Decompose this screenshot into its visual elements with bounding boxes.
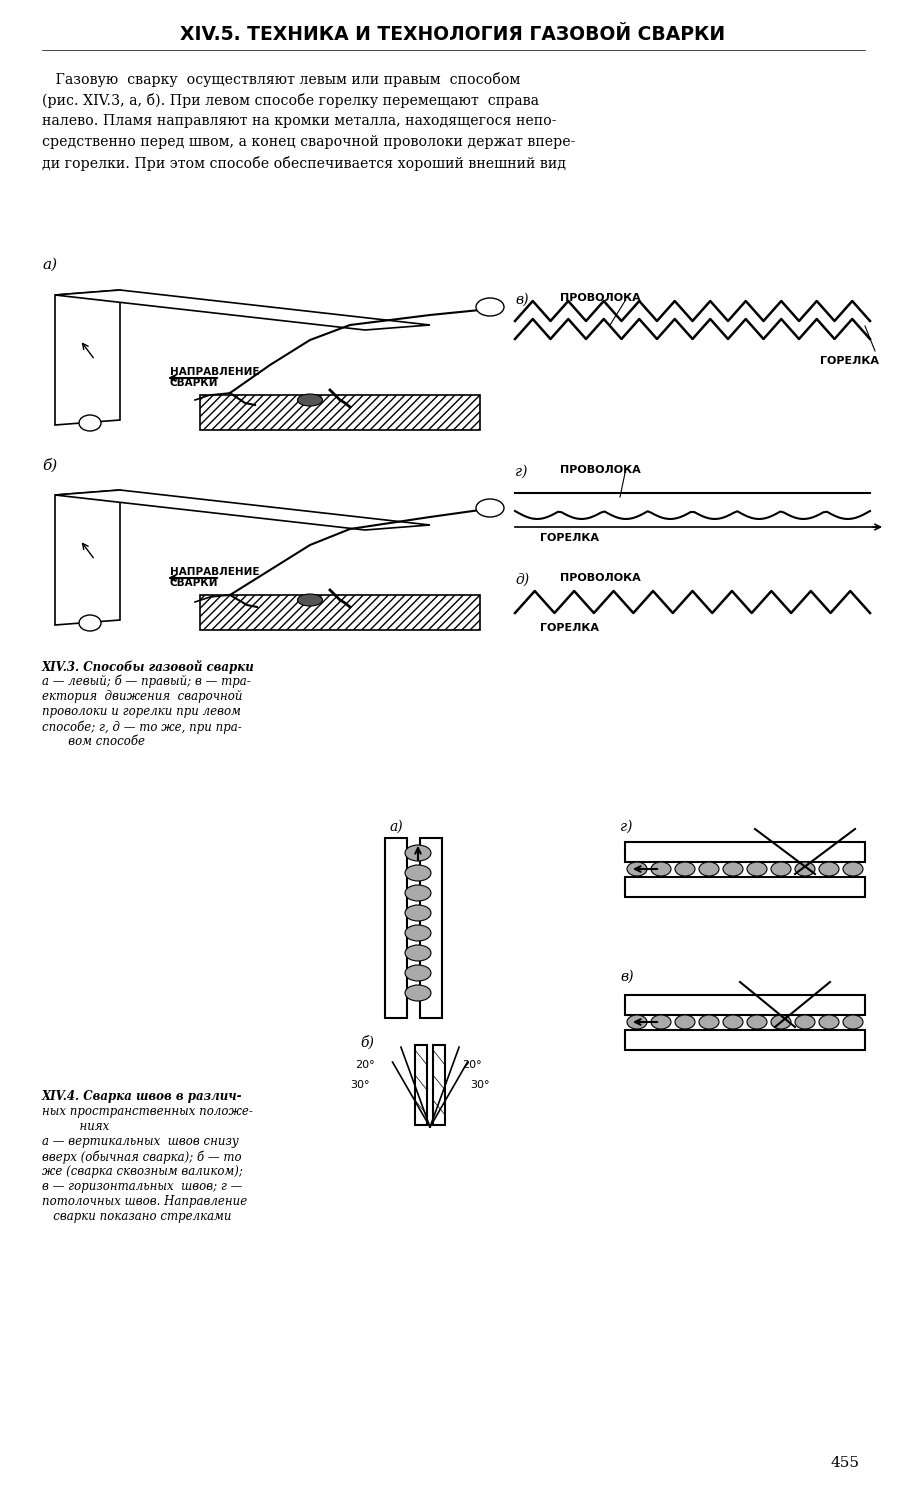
Text: ниях: ниях bbox=[42, 1120, 109, 1132]
Ellipse shape bbox=[405, 865, 431, 880]
Text: в — горизонтальных  швов; г —: в — горизонтальных швов; г — bbox=[42, 1180, 242, 1192]
Ellipse shape bbox=[405, 986, 431, 1000]
Text: XIV.4. Сварка швов в различ-: XIV.4. Сварка швов в различ- bbox=[42, 1090, 242, 1102]
Ellipse shape bbox=[723, 1016, 743, 1029]
Text: вверх (обычная сварка); б — то: вверх (обычная сварка); б — то bbox=[42, 1150, 241, 1164]
Bar bbox=[625, 842, 865, 862]
Text: же (сварка сквозным валиком);: же (сварка сквозным валиком); bbox=[42, 1166, 243, 1178]
Polygon shape bbox=[55, 490, 430, 530]
Text: ПРОВОЛОКА: ПРОВОЛОКА bbox=[560, 292, 640, 303]
Polygon shape bbox=[55, 490, 120, 626]
Ellipse shape bbox=[843, 862, 863, 876]
Text: ГОРЕЛКА: ГОРЕЛКА bbox=[540, 532, 599, 543]
Ellipse shape bbox=[79, 615, 101, 632]
Text: проволоки и горелки при левом: проволоки и горелки при левом bbox=[42, 705, 241, 718]
Text: б): б) bbox=[360, 1035, 374, 1050]
Ellipse shape bbox=[405, 945, 431, 962]
Text: г): г) bbox=[620, 821, 632, 834]
Ellipse shape bbox=[699, 862, 719, 876]
Text: способе; г, д — то же, при пра-: способе; г, д — то же, при пра- bbox=[42, 720, 242, 734]
Text: ГОРЕЛКА: ГОРЕЛКА bbox=[540, 622, 599, 633]
Bar bbox=[625, 994, 865, 1016]
Polygon shape bbox=[200, 596, 480, 630]
Text: д): д) bbox=[515, 573, 529, 586]
Ellipse shape bbox=[747, 1016, 767, 1029]
Text: налево. Пламя направляют на кромки металла, находящегося непо-: налево. Пламя направляют на кромки метал… bbox=[42, 114, 557, 128]
Text: НАПРАВЛЕНИЕ: НАПРАВЛЕНИЕ bbox=[170, 368, 259, 376]
Bar bbox=[625, 1030, 865, 1050]
Ellipse shape bbox=[771, 1016, 791, 1029]
Ellipse shape bbox=[675, 1016, 695, 1029]
Text: потолочных швов. Направление: потолочных швов. Направление bbox=[42, 1196, 248, 1208]
Ellipse shape bbox=[405, 844, 431, 861]
Ellipse shape bbox=[476, 500, 504, 517]
Ellipse shape bbox=[795, 1016, 815, 1029]
Bar bbox=[415, 1046, 427, 1125]
Ellipse shape bbox=[843, 1016, 863, 1029]
Bar bbox=[385, 839, 407, 1019]
Text: XIV.5. ТЕХНИКА И ТЕХНОЛОГИЯ ГАЗОВОЙ СВАРКИ: XIV.5. ТЕХНИКА И ТЕХНОЛОГИЯ ГАЗОВОЙ СВАР… bbox=[180, 26, 726, 45]
Text: ГОРЕЛКА: ГОРЕЛКА bbox=[820, 356, 879, 366]
Text: СВАРКИ: СВАРКИ bbox=[170, 378, 219, 388]
Text: средственно перед швом, а конец сварочной проволоки держат впере-: средственно перед швом, а конец сварочно… bbox=[42, 135, 575, 148]
Ellipse shape bbox=[819, 862, 839, 876]
Text: а): а) bbox=[42, 258, 57, 272]
Ellipse shape bbox=[795, 862, 815, 876]
Text: 455: 455 bbox=[831, 1456, 860, 1470]
Ellipse shape bbox=[476, 298, 504, 316]
Text: НАПРАВЛЕНИЕ: НАПРАВЛЕНИЕ bbox=[170, 567, 259, 578]
Text: в): в) bbox=[620, 970, 633, 984]
Polygon shape bbox=[55, 290, 430, 330]
Text: в): в) bbox=[515, 292, 529, 308]
Ellipse shape bbox=[405, 926, 431, 940]
Ellipse shape bbox=[651, 862, 671, 876]
Text: Газовую  сварку  осуществляют левым или правым  способом: Газовую сварку осуществляют левым или пр… bbox=[42, 72, 521, 87]
Polygon shape bbox=[200, 394, 480, 430]
Ellipse shape bbox=[651, 1016, 671, 1029]
Bar bbox=[433, 1046, 445, 1125]
Ellipse shape bbox=[747, 862, 767, 876]
Ellipse shape bbox=[675, 862, 695, 876]
Text: 30°: 30° bbox=[350, 1080, 370, 1090]
Ellipse shape bbox=[405, 885, 431, 902]
Text: а — левый; б — правый; в — тра-: а — левый; б — правый; в — тра- bbox=[42, 675, 250, 688]
Text: (рис. XIV.3, a, б). При левом способе горелку перемещают  справа: (рис. XIV.3, a, б). При левом способе го… bbox=[42, 93, 539, 108]
Ellipse shape bbox=[627, 862, 647, 876]
Text: XIV.3. Способы газовой сварки: XIV.3. Способы газовой сварки bbox=[42, 660, 255, 674]
Ellipse shape bbox=[819, 1016, 839, 1029]
Ellipse shape bbox=[627, 1016, 647, 1029]
Ellipse shape bbox=[79, 416, 101, 430]
Text: ектория  движения  сварочной: ектория движения сварочной bbox=[42, 690, 242, 703]
Text: сварки показано стрелками: сварки показано стрелками bbox=[42, 1210, 231, 1222]
Text: СВАРКИ: СВАРКИ bbox=[170, 578, 219, 588]
Ellipse shape bbox=[699, 1016, 719, 1029]
Text: ПРОВОЛОКА: ПРОВОЛОКА bbox=[560, 465, 640, 476]
Ellipse shape bbox=[297, 394, 323, 406]
Ellipse shape bbox=[297, 594, 323, 606]
Polygon shape bbox=[55, 290, 120, 424]
Ellipse shape bbox=[405, 904, 431, 921]
Text: 20°: 20° bbox=[462, 1060, 482, 1070]
Ellipse shape bbox=[771, 862, 791, 876]
Text: 30°: 30° bbox=[470, 1080, 490, 1090]
Ellipse shape bbox=[723, 862, 743, 876]
Text: вом способе: вом способе bbox=[42, 735, 145, 748]
Text: а): а) bbox=[390, 821, 404, 834]
Bar bbox=[625, 878, 865, 897]
Text: а — вертикальных  швов снизу: а — вертикальных швов снизу bbox=[42, 1136, 239, 1148]
Text: ПРОВОЛОКА: ПРОВОЛОКА bbox=[560, 573, 640, 584]
Text: б): б) bbox=[42, 458, 57, 472]
Ellipse shape bbox=[405, 964, 431, 981]
Text: 20°: 20° bbox=[356, 1060, 375, 1070]
Text: ных пространственных положе-: ных пространственных положе- bbox=[42, 1106, 253, 1118]
Text: ди горелки. При этом способе обеспечивается хороший внешний вид: ди горелки. При этом способе обеспечивае… bbox=[42, 156, 566, 171]
Bar bbox=[420, 839, 442, 1019]
Text: г): г) bbox=[515, 465, 527, 478]
